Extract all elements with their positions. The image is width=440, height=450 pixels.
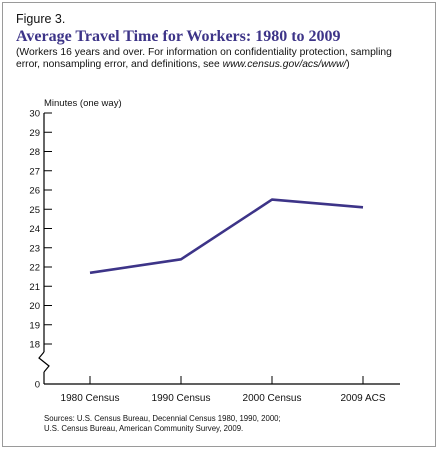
y-tick-label: 22 bbox=[29, 263, 40, 274]
subtitle-close: ) bbox=[346, 59, 350, 70]
y-tick-label: 30 bbox=[29, 109, 40, 120]
y-tick-label: 23 bbox=[29, 243, 40, 254]
y-tick-label: 20 bbox=[29, 301, 40, 312]
chart-axes bbox=[38, 113, 400, 385]
x-ticks: 1980 Census 1990 Census 2000 Census 2009 AC… bbox=[61, 376, 386, 404]
y-tick-label: 18 bbox=[29, 340, 40, 351]
chart-subtitle: (Workers 16 years and over. For informat… bbox=[16, 47, 416, 71]
series-layer bbox=[89, 198, 364, 275]
sources-line-1: Sources: U.S. Census Bureau, Decennial C… bbox=[44, 414, 281, 423]
y-tick-label: 28 bbox=[29, 147, 40, 158]
y-tick-label: 26 bbox=[29, 186, 40, 197]
series-line bbox=[89, 198, 364, 275]
chart-title: Average Travel Time for Workers: 1980 to… bbox=[16, 28, 341, 45]
y-tick-label: 25 bbox=[29, 205, 40, 216]
sources-note: Sources: U.S. Census Bureau, Decennial C… bbox=[44, 414, 424, 434]
y-tick-label-zero: 0 bbox=[35, 380, 40, 391]
figure-frame bbox=[2, 2, 436, 447]
figure-label: Figure 3. bbox=[16, 12, 66, 26]
x-tick-label: 1990 Census bbox=[152, 393, 211, 404]
y-tick-label: 27 bbox=[29, 166, 40, 177]
y-tick-label: 24 bbox=[29, 224, 40, 235]
x-tick-label: 2009 ACS bbox=[340, 393, 385, 404]
subtitle-text: (Workers 16 years and over. For informat… bbox=[16, 47, 392, 70]
y-ticks: 18 19 20 21 22 23 24 25 26 27 28 29 30 0 bbox=[29, 109, 52, 391]
x-tick-label: 1980 Census bbox=[61, 393, 120, 404]
y-tick-label: 19 bbox=[29, 320, 40, 331]
y-axis-label: Minutes (one way) bbox=[44, 98, 122, 109]
subtitle-url[interactable]: www.census.gov/acs/www/ bbox=[222, 59, 347, 70]
sources-line-2: U.S. Census Bureau, American Community S… bbox=[44, 424, 244, 433]
y-tick-label: 21 bbox=[29, 282, 40, 293]
x-tick-label: 2000 Census bbox=[243, 393, 302, 404]
y-axis-break-mark bbox=[38, 351, 50, 373]
y-tick-label: 29 bbox=[29, 128, 40, 139]
